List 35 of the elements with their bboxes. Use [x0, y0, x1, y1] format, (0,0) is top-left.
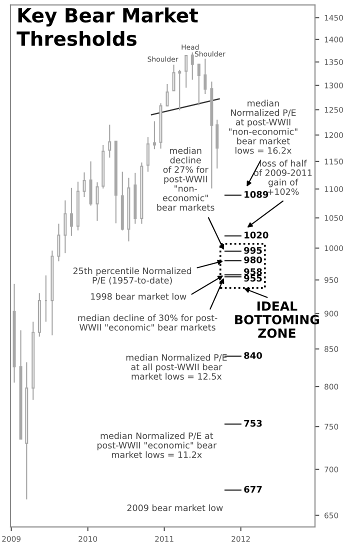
- ref-line-label: 995: [244, 247, 262, 254]
- candlestick: [96, 182, 99, 222]
- annotation: median decline of 30% for post- WWII "economic" bear markets: [78, 314, 218, 331]
- candlestick: [108, 124, 112, 158]
- annotation: IDEAL BOTTOMING ZONE: [235, 302, 319, 338]
- annotation: median Normalized P/E at post-WWII "non-economic" bear market lows = 16.2x: [229, 100, 298, 154]
- annotation: median decline of 27% for post-WWII "non- economic" bear markets: [157, 147, 214, 211]
- candlestick: [166, 83, 169, 107]
- candlestick: [172, 64, 176, 92]
- candlestick: [216, 119, 219, 170]
- candlestick: [82, 172, 86, 198]
- ref-line-label: 980: [244, 256, 262, 264]
- candlestick: [204, 58, 207, 95]
- candlestick: [178, 69, 182, 111]
- ref-line-label: 840: [244, 352, 262, 359]
- candlestick: [57, 223, 60, 262]
- annotation: median Normalized P/E at post-WWII "economic" bear market lows = 11.2x: [98, 432, 217, 458]
- ref-line-label: 1089: [244, 191, 268, 198]
- annotation: 1998 bear market low: [91, 293, 186, 300]
- annotation: 2009 bear market low: [127, 504, 223, 512]
- ref-line-label: 753: [244, 420, 262, 427]
- candlestick: [152, 120, 156, 150]
- ref-line-label: 677: [244, 486, 262, 493]
- candlestick: [197, 63, 200, 106]
- candlestick: [184, 55, 188, 88]
- candlestick: [89, 160, 92, 206]
- ref-line-label: 955: [244, 274, 262, 282]
- ref-line-label: 1020: [244, 232, 268, 238]
- candlestick: [64, 200, 67, 254]
- candlestick: [70, 187, 73, 236]
- annotation: median Normalized P/E at all post-WWII bear market lows = 12.5x: [126, 354, 227, 380]
- annotation: 25th percentile Normalized P/E (1957-to-date): [73, 267, 192, 285]
- candlestick: [190, 52, 194, 80]
- candlestick: [146, 136, 150, 172]
- ref-line-label: 958: [244, 268, 262, 276]
